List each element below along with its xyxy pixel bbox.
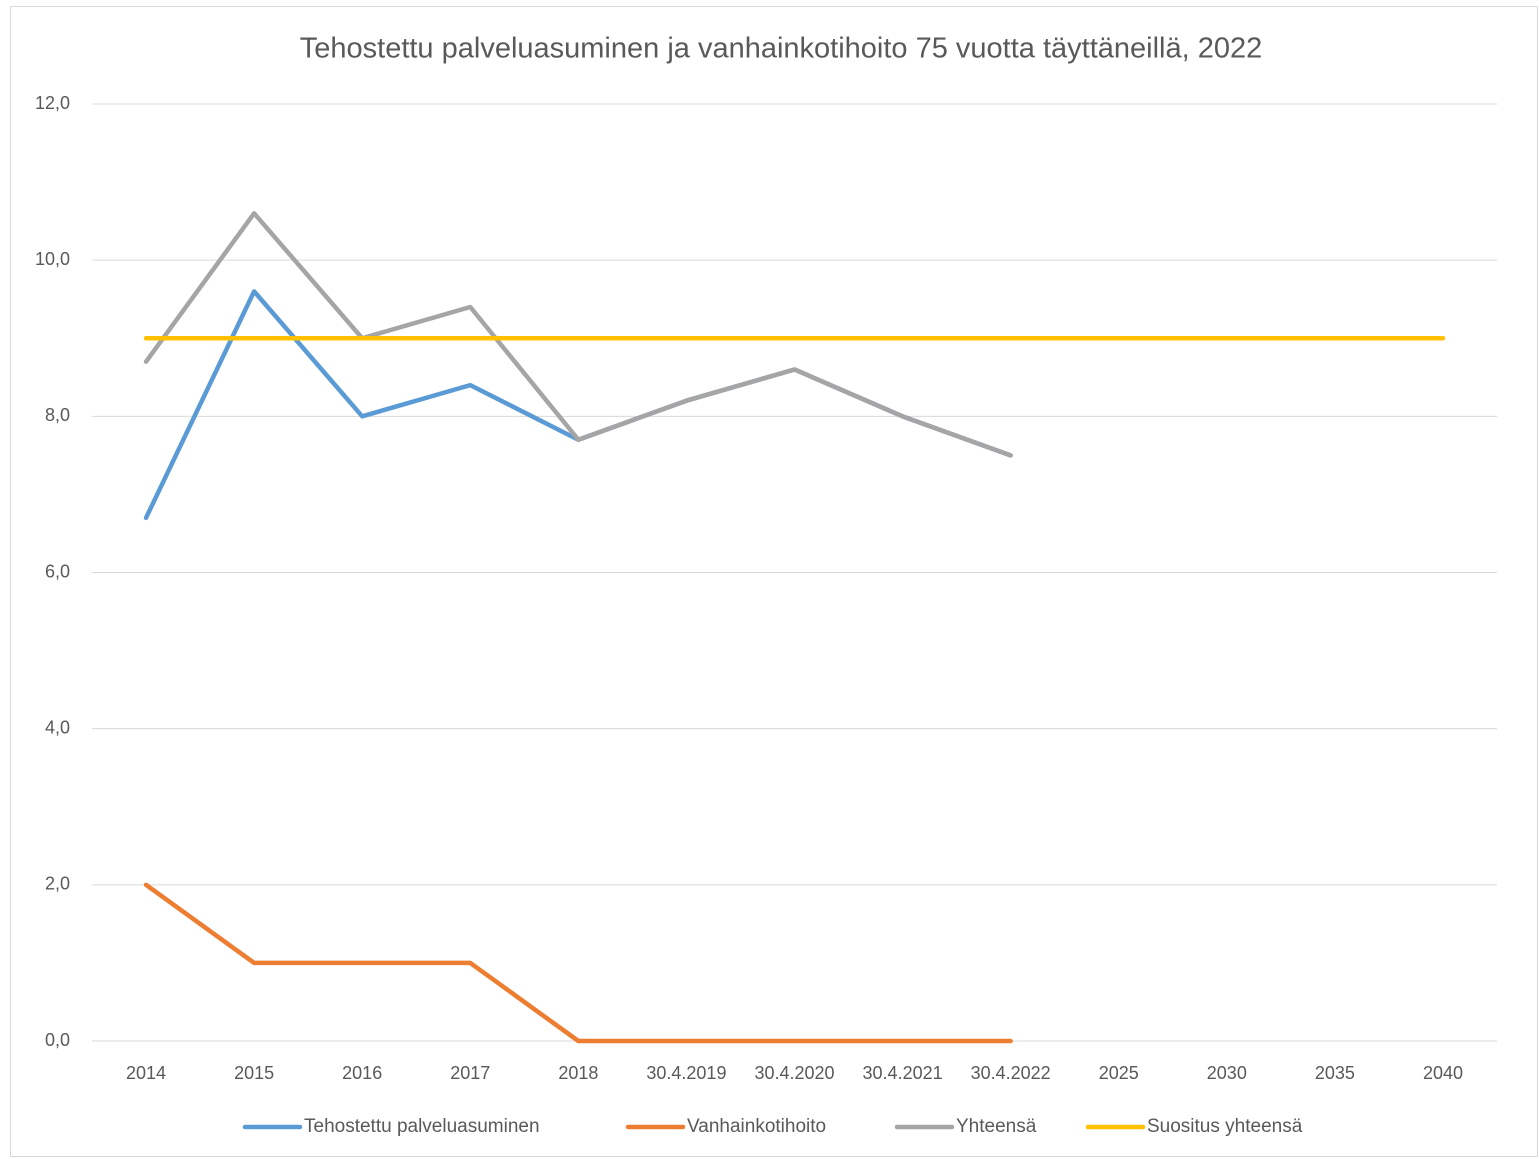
y-tick-label: 4,0 bbox=[45, 717, 70, 737]
series-line bbox=[143, 882, 1013, 1044]
y-tick-label: 0,0 bbox=[45, 1030, 70, 1050]
y-tick-label: 12,0 bbox=[35, 93, 70, 113]
x-tick-label: 30.4.2021 bbox=[863, 1063, 943, 1083]
series-line bbox=[143, 211, 1013, 458]
chart-title: Tehostettu palveluasuminen ja vanhainkot… bbox=[300, 33, 1263, 65]
x-tick-label: 2030 bbox=[1207, 1063, 1247, 1083]
x-tick-label: 30.4.2022 bbox=[971, 1063, 1051, 1083]
x-tick-label: 30.4.2020 bbox=[754, 1063, 834, 1083]
y-tick-label: 6,0 bbox=[45, 561, 70, 581]
x-tick-label: 30.4.2019 bbox=[646, 1063, 726, 1083]
chart-border bbox=[10, 6, 1538, 1157]
y-tick-label: 8,0 bbox=[45, 405, 70, 425]
legend-label: Tehostettu palveluasuminen bbox=[304, 1116, 540, 1137]
x-tick-label: 2014 bbox=[126, 1063, 166, 1083]
x-tick-label: 2016 bbox=[342, 1063, 382, 1083]
x-tick-label: 2017 bbox=[450, 1063, 490, 1083]
legend-label: Vanhainkotihoito bbox=[687, 1116, 826, 1137]
x-tick-label: 2018 bbox=[558, 1063, 598, 1083]
legend-label: Suositus yhteensä bbox=[1147, 1116, 1303, 1137]
y-tick-label: 10,0 bbox=[35, 249, 70, 269]
x-tick-label: 2025 bbox=[1099, 1063, 1139, 1083]
x-tick-label: 2015 bbox=[234, 1063, 274, 1083]
x-tick-label: 2035 bbox=[1315, 1063, 1355, 1083]
x-tick-label: 2040 bbox=[1423, 1063, 1463, 1083]
y-tick-label: 2,0 bbox=[45, 874, 70, 894]
legend-label: Yhteensä bbox=[956, 1116, 1037, 1137]
